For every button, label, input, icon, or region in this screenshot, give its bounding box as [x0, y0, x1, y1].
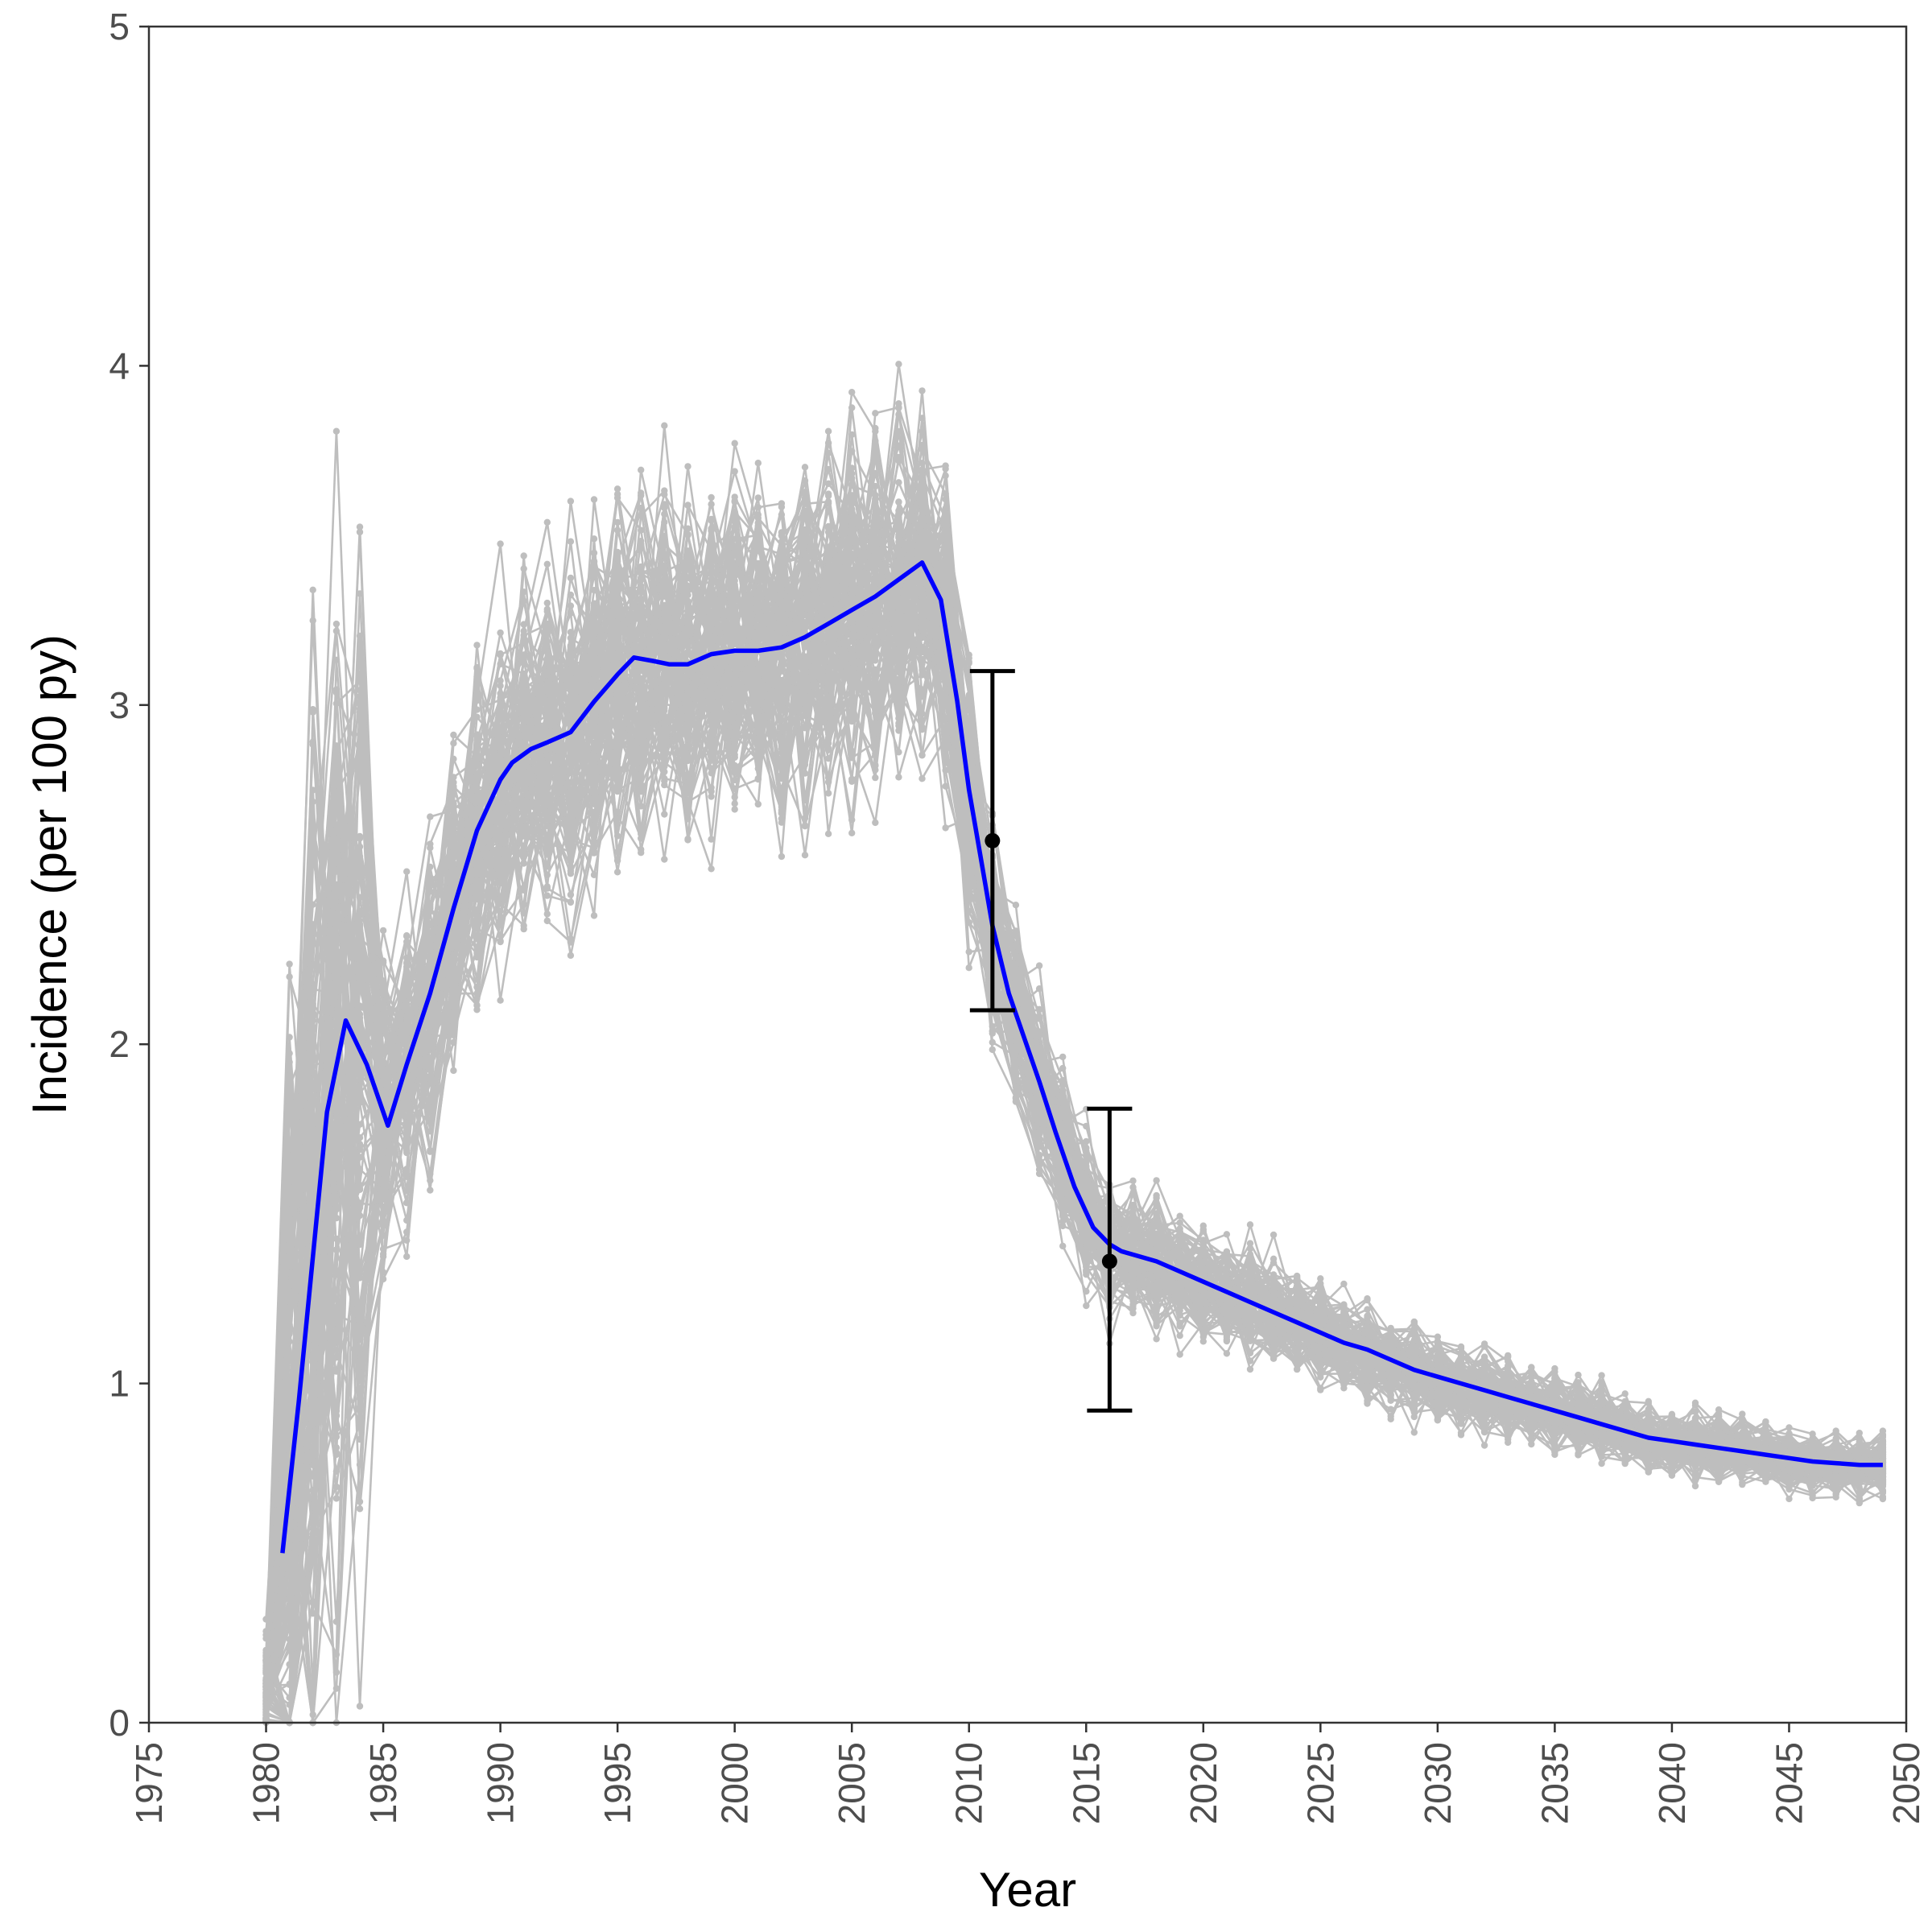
simulation-point [1410, 1318, 1418, 1326]
simulation-point [801, 464, 809, 471]
simulation-point [1598, 1372, 1605, 1379]
simulation-point [567, 538, 575, 545]
simulation-point [801, 770, 809, 777]
simulation-point [708, 865, 715, 873]
simulation-point [638, 835, 645, 842]
simulation-point [754, 460, 762, 467]
simulation-point [824, 480, 832, 487]
simulation-point [379, 927, 387, 935]
simulation-point [309, 706, 316, 713]
simulation-point [1176, 1212, 1183, 1220]
simulation-point [1621, 1390, 1629, 1397]
simulation-point [1083, 1137, 1090, 1146]
simulation-point [1153, 1319, 1160, 1327]
simulation-point [1035, 1151, 1043, 1159]
simulation-point [1129, 1177, 1137, 1185]
simulation-point [1387, 1415, 1394, 1423]
simulation-point [1083, 1302, 1090, 1310]
simulation-point [661, 856, 668, 863]
simulation-point [1457, 1417, 1465, 1425]
simulation-point [801, 852, 809, 859]
simulation-point [1153, 1177, 1160, 1184]
simulation-point [1269, 1231, 1278, 1239]
simulation-point [543, 605, 551, 613]
simulation-point [1434, 1333, 1442, 1340]
simulation-point [332, 1685, 341, 1692]
simulation-point [332, 620, 341, 628]
simulation-point [543, 599, 551, 607]
simulation-point [1223, 1231, 1231, 1238]
simulation-point [567, 574, 575, 582]
simulation-point [1785, 1424, 1793, 1431]
simulation-point [1340, 1280, 1348, 1288]
simulation-point [919, 415, 926, 422]
simulation-point [1176, 1311, 1183, 1319]
simulation-point [590, 496, 598, 503]
simulation-point [942, 824, 949, 832]
simulation-point [497, 677, 504, 684]
simulation-point [332, 1495, 341, 1502]
simulation-point [613, 485, 621, 493]
simulation-point [590, 849, 598, 857]
simulation-point [356, 1703, 364, 1710]
simulation-point [848, 829, 856, 837]
simulation-point [590, 535, 598, 543]
simulation-point [356, 523, 364, 530]
simulation-point [497, 651, 504, 658]
simulation-point [801, 477, 809, 485]
simulation-point [1457, 1343, 1465, 1351]
simulation-point [1739, 1410, 1746, 1418]
simulation-point [638, 849, 645, 857]
simulation-point [1480, 1442, 1488, 1449]
simulation-point [473, 1006, 481, 1013]
simulation-point [848, 389, 856, 396]
simulation-point [1199, 1228, 1208, 1235]
simulation-point [1223, 1350, 1231, 1357]
simulation-point [473, 642, 481, 649]
simulation-point [778, 852, 786, 861]
simulation-point [356, 632, 364, 640]
simulation-point [778, 500, 786, 507]
simulation-point [332, 1118, 341, 1126]
simulation-point [919, 387, 926, 394]
simulation-point [848, 404, 856, 411]
simulation-point [403, 1253, 411, 1261]
simulation-point [1856, 1495, 1863, 1502]
simulation-point [567, 952, 575, 960]
simulation-point [497, 629, 504, 637]
simulation-point [731, 440, 738, 447]
simulation-point [543, 518, 551, 526]
simulation-point [356, 590, 364, 597]
simulation-point [403, 1171, 411, 1179]
simulation-point [895, 774, 902, 781]
simulation-point [778, 511, 786, 518]
simulation-point [895, 457, 902, 464]
simulation-point [754, 800, 762, 808]
simulation-point [403, 868, 411, 875]
simulation-point [497, 997, 504, 1004]
simulation-point [309, 586, 316, 593]
simulation-point [1012, 902, 1020, 909]
simulation-point [778, 815, 786, 823]
simulation-point [1083, 1122, 1090, 1130]
simulation-point [1176, 1332, 1183, 1340]
simulation-point [731, 806, 738, 813]
simulation-point [1246, 1221, 1254, 1228]
simulation-point [872, 410, 879, 417]
simulation-point [332, 1651, 341, 1658]
simulation-point [1176, 1320, 1183, 1328]
simulation-point [872, 424, 879, 432]
simulation-point [824, 774, 832, 782]
simulation-point [332, 1669, 341, 1676]
simulation-point [919, 775, 926, 782]
simulation-point [684, 463, 691, 470]
simulation-point [427, 813, 434, 820]
simulation-point [638, 466, 645, 473]
